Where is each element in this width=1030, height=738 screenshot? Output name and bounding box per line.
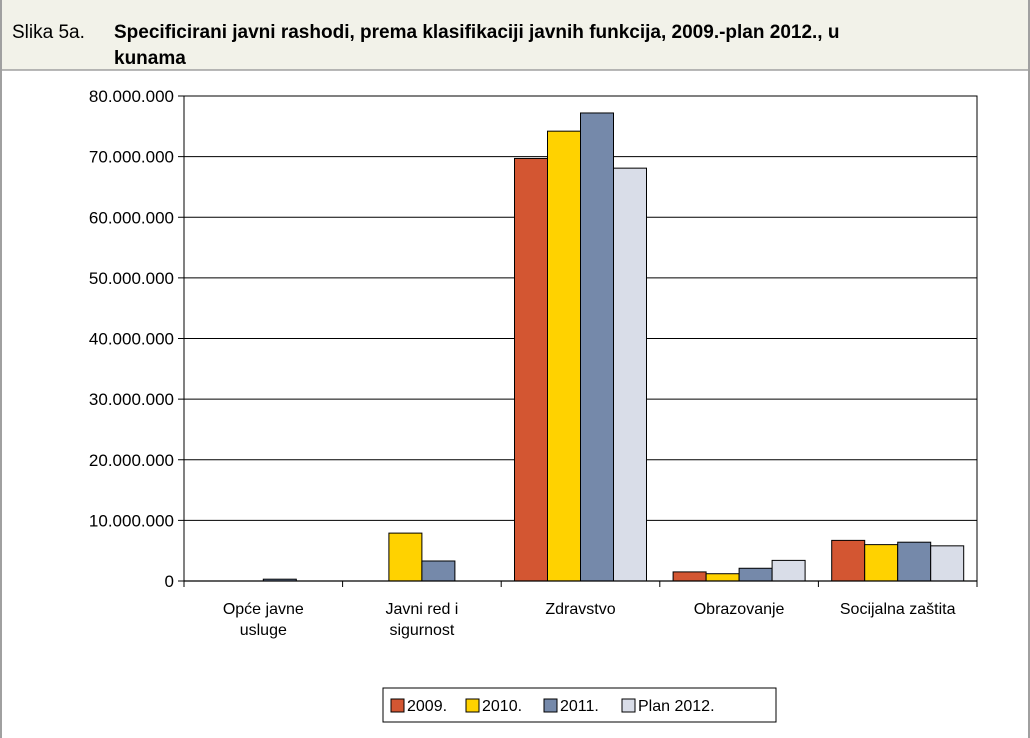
figure-title-line2: kunama xyxy=(114,48,186,69)
bar xyxy=(613,167,647,582)
legend-label: 2010. xyxy=(482,698,522,715)
bar xyxy=(388,532,423,582)
bar xyxy=(421,560,456,582)
bar xyxy=(864,544,899,582)
bar xyxy=(738,567,773,582)
x-category-label: Javni red i xyxy=(385,601,458,618)
bar xyxy=(771,559,806,582)
bar xyxy=(831,539,866,582)
legend-swatch xyxy=(390,698,405,713)
y-tick-label: 50.000.000 xyxy=(89,269,174,288)
x-category-label: Obrazovanje xyxy=(694,601,785,618)
legend: 2009. 2010. 2011. Plan 2012. xyxy=(382,687,777,723)
bar xyxy=(580,112,614,582)
legend-label: Plan 2012. xyxy=(638,698,715,715)
legend-swatch xyxy=(621,698,636,713)
y-tick-label: 70.000.000 xyxy=(89,148,174,167)
x-category-label: sigurnost xyxy=(389,622,454,639)
bar xyxy=(514,157,548,582)
bar xyxy=(897,541,932,582)
figure-title-line1: Specificirani javni rashodi, prema klasi… xyxy=(114,22,839,43)
y-tick-label: 30.000.000 xyxy=(89,390,174,409)
legend-label: 2011. xyxy=(560,698,599,715)
x-category-label: usluge xyxy=(240,622,287,639)
x-category-label: Opće javne xyxy=(223,601,304,618)
x-category-label: Zdravstvo xyxy=(545,601,615,618)
y-tick-label: 0 xyxy=(165,572,174,591)
y-tick-label: 60.000.000 xyxy=(89,208,174,227)
plot-area: 0 10.000.000 20.000.000 30.000.000 40.000.00… xyxy=(89,87,978,639)
legend-label: 2009. xyxy=(407,698,447,715)
bar xyxy=(547,130,581,582)
legend-swatch xyxy=(465,698,480,713)
header-background xyxy=(0,0,1030,70)
bar xyxy=(672,571,707,582)
legend-swatch xyxy=(543,698,558,713)
bar xyxy=(930,545,965,582)
legend-box xyxy=(382,687,777,723)
y-tick-label: 40.000.000 xyxy=(89,330,174,349)
bar xyxy=(705,573,740,582)
x-category-label: Socijalna zaštita xyxy=(840,601,956,618)
y-tick-label: 10.000.000 xyxy=(89,511,174,530)
y-tick-label: 80.000.000 xyxy=(89,87,174,106)
figure-label: Slika 5a. xyxy=(12,22,85,43)
y-tick-label: 20.000.000 xyxy=(89,451,174,470)
